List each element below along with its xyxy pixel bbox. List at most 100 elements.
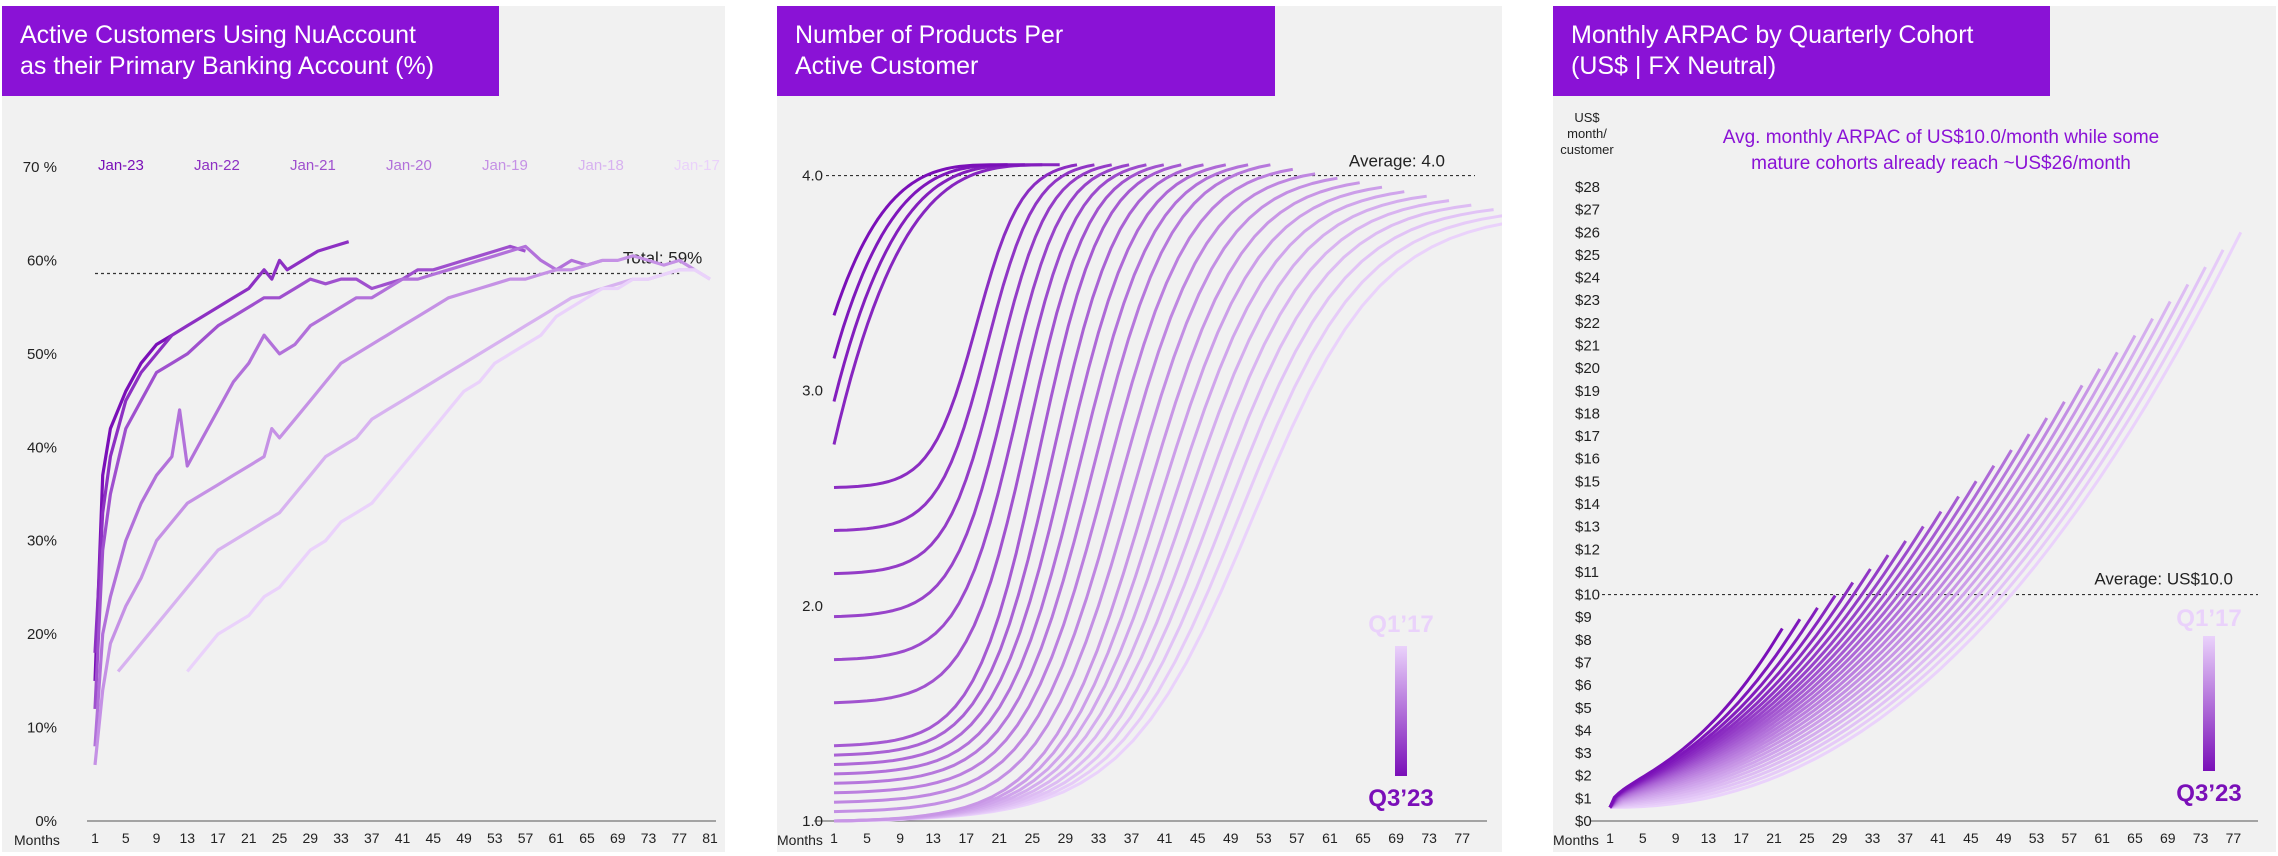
- c3-x-tick: 13: [1701, 830, 1717, 846]
- y-tick-label: 70 %: [23, 159, 57, 176]
- c3-x-tick: 41: [1930, 830, 1946, 846]
- legend-oldest-label: Q1’17: [1368, 611, 1433, 638]
- c2-x-tick: 33: [1091, 830, 1107, 846]
- annotation-line: mature cohorts already reach ~US$26/mont…: [1751, 153, 2131, 174]
- c3-x-tick: 73: [2193, 830, 2209, 846]
- y-tick-label: $1: [1575, 790, 1592, 807]
- y-tick-label: $18: [1575, 405, 1600, 422]
- chart-products-per-customer: 1.0 2.0 3.0 4.0 Months 1 5 9 13 17 21 25 29 33 37 41 45 4…: [777, 152, 1502, 848]
- c1-x-tick: 13: [179, 830, 195, 846]
- cohort-line: [1609, 317, 2154, 809]
- c2-x-tick: 37: [1124, 830, 1140, 846]
- cohort-line: [1609, 368, 2102, 809]
- panel-title: Active Customers Using NuAccount as thei…: [2, 6, 499, 96]
- c3-x-tick: 17: [1733, 830, 1749, 846]
- y-tick-label: 50%: [27, 346, 57, 363]
- c3-x-tick: 25: [1799, 830, 1815, 846]
- cohort-line: [833, 172, 1316, 804]
- c1-x-tick: 37: [364, 830, 380, 846]
- legend-label: Jan-21: [290, 157, 336, 174]
- c2-x-tick: 53: [1256, 830, 1272, 846]
- c2-x-tick: 49: [1223, 830, 1239, 846]
- c2-x-tick: 25: [1025, 830, 1041, 846]
- y-tick-label: $4: [1575, 722, 1592, 739]
- x-axis-label: Months: [777, 832, 823, 848]
- cohort-line: [833, 194, 1427, 823]
- legend-newest-label: Q3’23: [2176, 780, 2241, 807]
- cohort-line: [833, 167, 1294, 795]
- cohort-line: [833, 163, 1165, 705]
- y-tick-label: 4.0: [802, 168, 823, 185]
- series-line-jan-17: [186, 268, 711, 673]
- c3-x-tick: 37: [1898, 830, 1914, 846]
- chart-primary-account: 0% 10% 20% 30% 40% 50% 60% 70 % Months 1 5 9 13 17 21 2…: [14, 157, 720, 848]
- legend-gradient-bar: [1395, 646, 1407, 776]
- y-tick-label: 2.0: [802, 598, 823, 615]
- cohort-line: [1609, 401, 2066, 809]
- series-line-jan-23: [93, 333, 173, 681]
- y-tick-label: $17: [1575, 428, 1600, 445]
- c1-x-tick: 49: [456, 830, 472, 846]
- cohort-line: [1609, 249, 2225, 809]
- annotation-line: Avg. monthly ARPAC of US$10.0/month whil…: [1723, 127, 2160, 148]
- c1-x-tick: 53: [487, 830, 503, 846]
- y-tick-label: $5: [1575, 700, 1592, 717]
- legend-label: Jan-22: [194, 157, 240, 174]
- c2-x-tick: 73: [1421, 830, 1437, 846]
- c2-x-tick: 21: [992, 830, 1008, 846]
- y-tick-label: $15: [1575, 473, 1600, 490]
- x-axis-label: Months: [14, 832, 60, 848]
- cohort-line: [1609, 417, 2049, 809]
- panel-title: Number of Products Per Active Customer: [777, 6, 1275, 96]
- c1-x-tick: 57: [518, 830, 534, 846]
- c1-x-tick: 21: [241, 830, 257, 846]
- c1-x-tick: 81: [702, 830, 718, 846]
- panel-primary-account: Active Customers Using NuAccount as thei…: [2, 6, 725, 852]
- y-tick-label: 10%: [27, 720, 57, 737]
- c2-x-tick: 69: [1388, 830, 1404, 846]
- y-tick-label: $20: [1575, 360, 1600, 377]
- y-tick-label: $12: [1575, 541, 1600, 558]
- c1-x-tick: 17: [210, 830, 226, 846]
- c1-x-tick: 45: [425, 830, 441, 846]
- cohort-line: [1609, 351, 2119, 809]
- y-tick-label: $7: [1575, 655, 1592, 672]
- c2-x-tick: 9: [896, 830, 904, 846]
- y-tick-label: 0%: [35, 813, 57, 830]
- c3-x-tick: 1: [1606, 830, 1614, 846]
- c1-x-tick: 5: [122, 830, 130, 846]
- cohort-line: [833, 163, 1095, 532]
- c2-x-tick: 29: [1058, 830, 1074, 846]
- cohort-line: [833, 163, 1249, 776]
- y-tick-label: 1.0: [802, 813, 823, 830]
- c3-x-tick: 57: [2062, 830, 2078, 846]
- y-tick-label: $10: [1575, 587, 1600, 604]
- chart-arpac: $0 $1 $2 $3 $4 $5 $6 $7 $8 $9 $10 $11 $12 $13 $14 $15 $1…: [1553, 110, 2258, 848]
- y-tick-label: 30%: [27, 533, 57, 550]
- legend-label: Jan-19: [482, 157, 528, 174]
- cohort-line: [1608, 449, 2013, 809]
- y-tick-label: 40%: [27, 439, 57, 456]
- c1-x-tick: 33: [333, 830, 349, 846]
- legend-gradient-bar: [2203, 636, 2215, 771]
- y-tick-label: 3.0: [802, 383, 823, 400]
- cohort-line: [833, 163, 1271, 785]
- c3-x-tick: 9: [1672, 830, 1680, 846]
- cohort-line: [1608, 627, 1784, 808]
- series-line-jan-18: [116, 268, 711, 673]
- cohort-line: [833, 181, 1360, 823]
- cohort-line: [1609, 266, 2207, 809]
- c2-x-tick: 65: [1355, 830, 1371, 846]
- c3-x-tick: 49: [1996, 830, 2012, 846]
- y-tick-label: $8: [1575, 632, 1592, 649]
- cohort-line: [1609, 231, 2243, 809]
- y-tick-label: $2: [1575, 768, 1592, 785]
- c1-x-tick: 1: [91, 830, 99, 846]
- series-line-jan-20: [93, 244, 603, 747]
- cohort-line: [1609, 300, 2172, 809]
- y-tick-label: $6: [1575, 677, 1592, 694]
- c3-x-tick: 69: [2160, 830, 2176, 846]
- y-tick-label: $13: [1575, 519, 1600, 536]
- cohort-line: [833, 163, 1204, 757]
- y-tick-label: $25: [1575, 247, 1600, 264]
